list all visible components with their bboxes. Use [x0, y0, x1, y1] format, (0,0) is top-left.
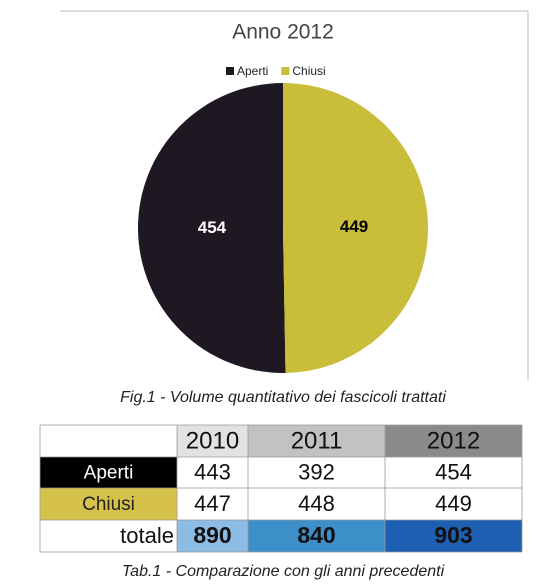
- cell-value: 454: [435, 459, 472, 484]
- legend-label: Chiusi: [292, 64, 325, 78]
- cell-value: 447: [194, 491, 231, 516]
- row-label: Aperti: [84, 463, 134, 484]
- row-label: Chiusi: [82, 494, 135, 515]
- data-label: 449: [340, 217, 368, 236]
- cell: [177, 488, 248, 520]
- cell-value: 392: [298, 459, 335, 484]
- data-label: 454: [198, 218, 227, 237]
- cell-value: 840: [297, 522, 335, 548]
- cell-value: 890: [193, 522, 231, 548]
- pie-slice: [283, 83, 428, 373]
- cell-value: 443: [194, 459, 231, 484]
- chart-title: Anno 2012: [232, 21, 334, 44]
- cell-value: 903: [434, 522, 472, 548]
- cell: [385, 457, 522, 488]
- row-label: totale: [120, 523, 174, 548]
- row-label-cell: [40, 520, 177, 552]
- cell: [248, 520, 385, 552]
- column-header: 2010: [186, 427, 239, 454]
- cell-value: 449: [435, 491, 472, 516]
- cell-value: 448: [298, 491, 335, 516]
- cell: [385, 520, 522, 552]
- header-cell: [385, 425, 522, 457]
- figure-caption: Fig.1 - Volume quantitativo dei fascicol…: [120, 389, 446, 406]
- cell: [177, 520, 248, 552]
- legend-swatch: [281, 67, 290, 75]
- pie-slice: [137, 83, 286, 373]
- column-header: 2012: [427, 427, 480, 454]
- header-cell: [177, 425, 248, 457]
- cell: [385, 488, 522, 520]
- legend-label: Aperti: [237, 64, 268, 78]
- cell: [248, 488, 385, 520]
- table-caption: Tab.1 - Comparazione con gli anni preced…: [122, 563, 445, 580]
- header-cell: [248, 425, 385, 457]
- row-label-cell: [40, 457, 177, 488]
- column-header: 2011: [291, 427, 343, 454]
- cell: [248, 457, 385, 488]
- legend-swatch: [226, 67, 234, 75]
- row-label-cell: [40, 488, 177, 520]
- cell: [177, 457, 248, 488]
